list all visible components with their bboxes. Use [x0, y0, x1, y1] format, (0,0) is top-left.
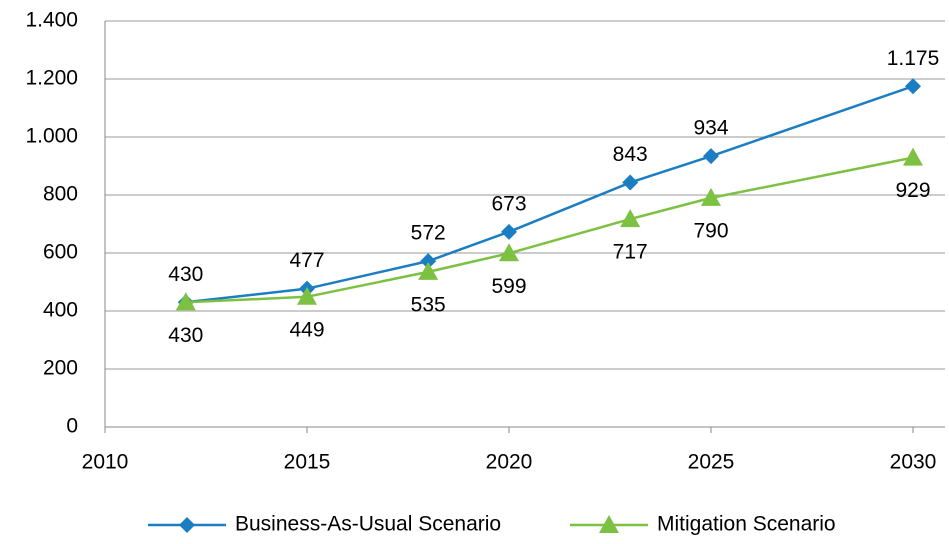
data-label: 929 [895, 179, 930, 202]
point-marker [622, 174, 639, 191]
y-tick-label: 1.000 [25, 125, 78, 148]
point-marker [703, 148, 719, 165]
data-label: 790 [693, 219, 728, 242]
y-tick-label: 200 [43, 357, 78, 380]
point-marker [175, 292, 196, 311]
point-marker [501, 223, 517, 240]
data-label: 430 [168, 324, 203, 347]
y-tick-label: 400 [43, 299, 78, 322]
y-tick-label: 1.400 [25, 9, 78, 32]
data-label: 572 [411, 222, 446, 245]
data-label: 535 [411, 293, 446, 316]
x-tick-label: 2010 [82, 451, 129, 474]
y-tick-label: 800 [43, 183, 78, 206]
data-label: 717 [613, 241, 648, 264]
legend-label: Business-As-Usual Scenario [235, 513, 501, 536]
x-tick-label: 2030 [890, 451, 937, 474]
x-tick-label: 2020 [486, 451, 533, 474]
legend-marker [599, 515, 619, 533]
point-marker [905, 78, 921, 95]
series-line [185, 156, 914, 304]
point-marker [420, 253, 437, 270]
y-tick-label: 600 [43, 241, 78, 264]
data-label: 934 [693, 117, 728, 140]
point-marker [499, 243, 519, 262]
data-label: 1.175 [887, 47, 940, 70]
legend-label: Mitigation Scenario [657, 513, 836, 536]
point-marker [701, 187, 721, 206]
data-label: 449 [289, 318, 324, 341]
data-label: 843 [613, 143, 648, 166]
y-tick-label: 1.200 [25, 67, 78, 90]
data-label: 673 [491, 192, 526, 215]
point-marker [418, 261, 439, 280]
data-label: 599 [491, 275, 526, 298]
data-label: 477 [289, 249, 324, 272]
data-label: 430 [168, 263, 203, 286]
x-tick-label: 2015 [284, 451, 331, 474]
point-marker [620, 209, 641, 228]
point-marker [903, 147, 923, 166]
y-tick-label: 0 [66, 415, 78, 438]
point-marker [297, 286, 317, 305]
legend-marker [179, 517, 195, 533]
x-tick-label: 2025 [688, 451, 735, 474]
